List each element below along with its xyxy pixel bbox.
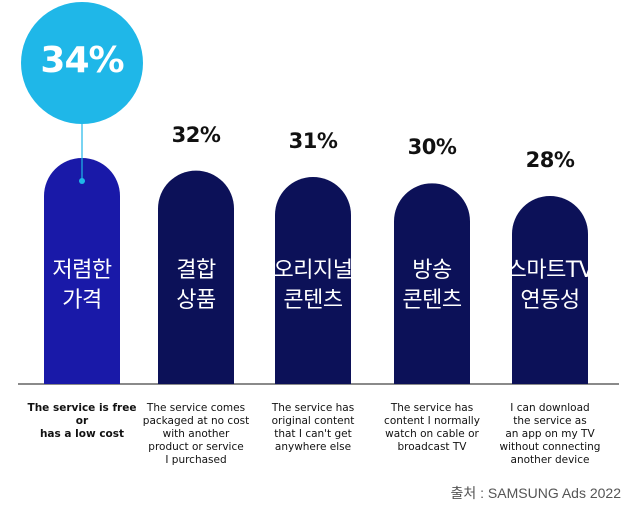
bar-category-label: 방송 콘텐츠: [402, 258, 462, 313]
bar-value-label: 34%: [40, 40, 124, 81]
bar-category-label: 결합 상품: [176, 258, 216, 313]
highlight-connector-dot: [79, 178, 85, 184]
bar-value-label: 32%: [171, 122, 221, 147]
bar-description: The service has original content that I …: [271, 402, 355, 453]
bar-category-label: 저렴한 가격: [52, 258, 112, 313]
bar-value-label: 30%: [407, 135, 457, 160]
bar-description: I can download the service as an app on …: [499, 402, 601, 466]
bar-1: [44, 158, 120, 384]
bar-5: [512, 195, 588, 384]
highlight-bubble: [21, 2, 143, 124]
bar-description: The service has content I normally watch…: [384, 402, 480, 453]
bar-description: The service comes packaged at no cost wi…: [142, 402, 250, 466]
bar-value-label: 28%: [525, 147, 575, 172]
bar-description: The service is free or has a low cost: [27, 402, 137, 440]
bar-category-label: 오리지널 콘텐츠: [273, 258, 353, 313]
bar-3: [275, 176, 351, 384]
bar-4: [394, 183, 471, 384]
bar-category-label: 스마트TV 연동성: [506, 258, 594, 313]
bar-value-label: 31%: [288, 128, 338, 153]
source-credit: 출처 : SAMSUNG Ads 2022: [450, 485, 622, 501]
bar-2: [158, 170, 234, 384]
